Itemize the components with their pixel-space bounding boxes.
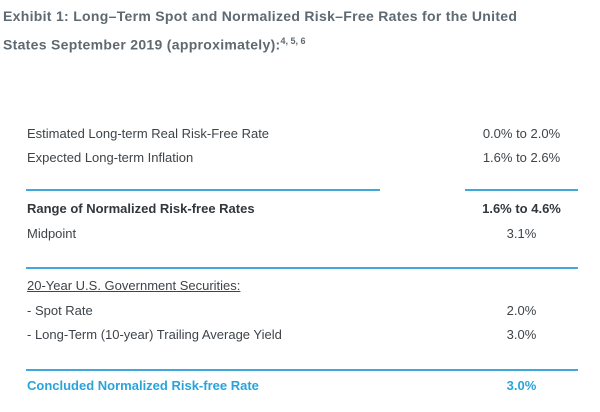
row-value: 0.0% to 2.0%	[482, 126, 561, 141]
row-label: Estimated Long-term Real Risk-Free Rate	[27, 126, 270, 141]
row-value: 1.6% to 2.6%	[482, 150, 561, 165]
exhibit-title: Exhibit 1: Long–Term Spot and Normalized…	[3, 4, 597, 58]
row-label: - Spot Rate	[27, 303, 93, 318]
table-row-section-header: 20-Year U.S. Government Securities:	[27, 277, 578, 294]
section-header-label: 20-Year U.S. Government Securities:	[27, 278, 241, 293]
divider-line-values	[465, 189, 578, 191]
exhibit-title-line2: States September 2019 (approximately):	[3, 36, 281, 53]
divider-line-labels	[26, 189, 380, 191]
divider-line-full	[26, 369, 578, 371]
row-value: 3.1%	[506, 226, 537, 241]
table-row-range-normalized: Range of Normalized Risk-free Rates 1.6%…	[27, 200, 578, 217]
footnote-references: 4, 5, 6	[280, 36, 306, 46]
exhibit-title-line1: Exhibit 1: Long–Term Spot and Normalized…	[3, 8, 518, 24]
row-value: 2.0%	[506, 303, 537, 318]
row-value: 3.0%	[506, 378, 537, 393]
row-label: Midpoint	[27, 226, 77, 241]
divider-line-full	[26, 267, 578, 269]
table-row-expected-inflation: Expected Long-term Inflation 1.6% to 2.6…	[27, 149, 578, 166]
row-label: - Long-Term (10-year) Trailing Average Y…	[27, 327, 282, 342]
row-value: 1.6% to 4.6%	[482, 201, 561, 216]
table-row-trailing-average-yield: - Long-Term (10-year) Trailing Average Y…	[27, 326, 578, 343]
row-label: Range of Normalized Risk-free Rates	[27, 201, 255, 216]
table-row-midpoint: Midpoint 3.1%	[27, 225, 578, 242]
row-value: 3.0%	[506, 327, 537, 342]
table-row-concluded-rate: Concluded Normalized Risk-free Rate 3.0%	[27, 377, 578, 394]
table-row-real-risk-free-rate: Estimated Long-term Real Risk-Free Rate …	[27, 125, 578, 142]
row-label: Concluded Normalized Risk-free Rate	[27, 378, 259, 393]
table-row-spot-rate: - Spot Rate 2.0%	[27, 302, 578, 319]
row-label: Expected Long-term Inflation	[27, 150, 194, 165]
